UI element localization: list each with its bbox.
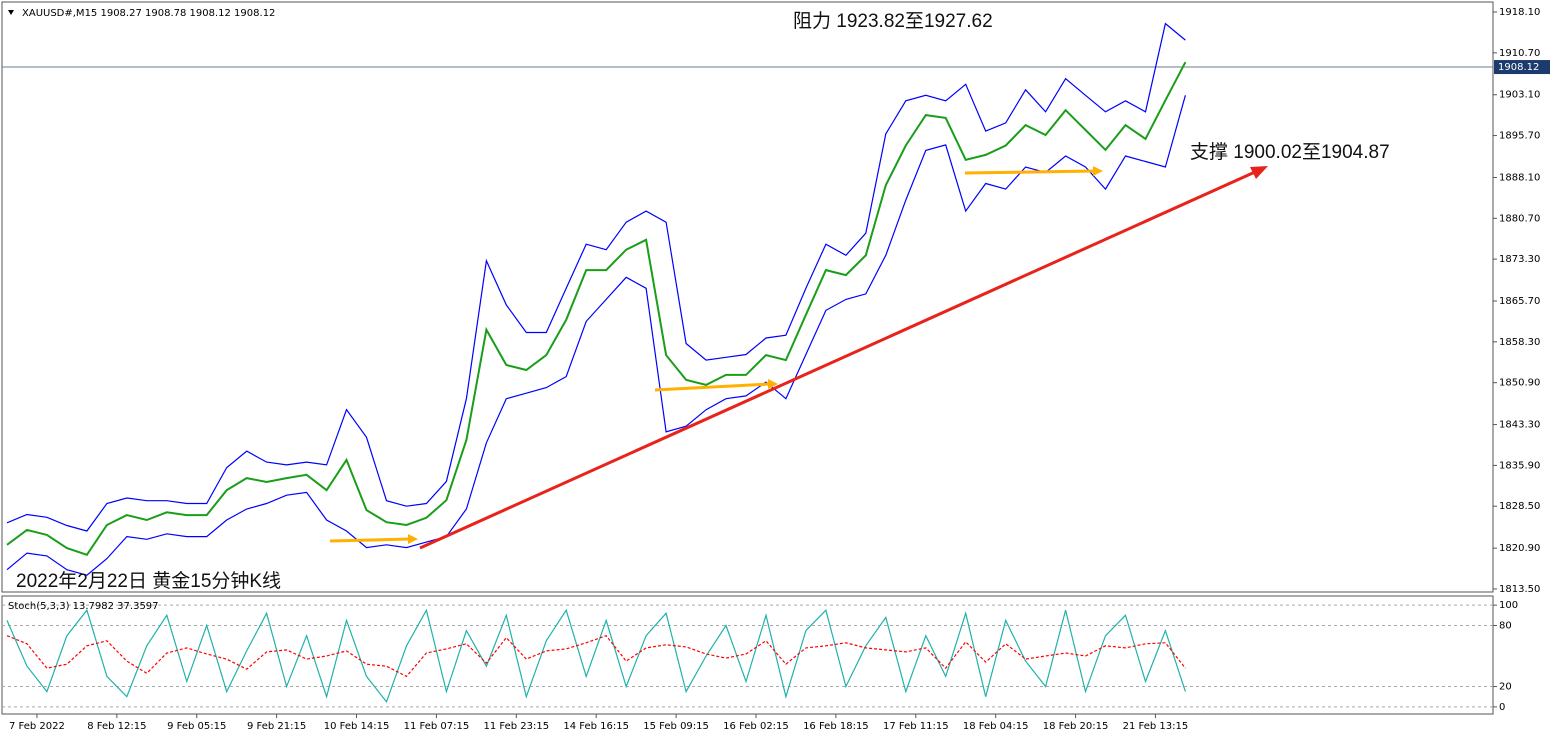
y-tick-label: 1903.10 — [1499, 90, 1540, 101]
x-tick-label: 16 Feb 18:15 — [803, 721, 869, 732]
arrow-head — [768, 379, 778, 389]
series-line — [6, 634, 1186, 678]
y-tick-label: 1820.90 — [1499, 543, 1540, 554]
y-tick-label: 1835.90 — [1499, 460, 1540, 471]
y-tick-label: 1850.90 — [1499, 378, 1540, 389]
x-tick-label: 16 Feb 02:15 — [723, 721, 789, 732]
symbol-header: XAUUSD#,M15 1908.27 1908.78 1908.12 1908… — [22, 8, 275, 19]
x-tick-label: 9 Feb 21:15 — [247, 721, 306, 732]
main-panel — [2, 22, 1493, 576]
y-tick-label: 1873.30 — [1499, 254, 1540, 265]
support-note: 支撑 1900.02至1904.87 — [1190, 141, 1390, 163]
resistance-note: 阻力 1923.82至1927.62 — [793, 10, 993, 32]
y-tick-label: 1858.30 — [1499, 337, 1540, 348]
series-line — [6, 22, 1186, 532]
x-tick-label: 9 Feb 05:15 — [167, 721, 226, 732]
series-line — [6, 608, 1186, 704]
arrow-head — [408, 534, 418, 544]
arrow-head — [1250, 166, 1268, 179]
stoch-panel-frame — [1, 595, 1494, 715]
y-tick-label: 1888.10 — [1499, 172, 1540, 183]
y-tick-label: 100 — [1499, 600, 1518, 611]
y-tick-label: 1880.70 — [1499, 213, 1540, 224]
x-tick-label: 11 Feb 07:15 — [404, 721, 470, 732]
x-tick-label: 8 Feb 12:15 — [87, 721, 146, 732]
support-line — [329, 537, 411, 543]
stoch-title: Stoch(5,3,3) 13.7982 37.3597 — [8, 601, 159, 612]
x-tick-label: 15 Feb 09:15 — [643, 721, 709, 732]
trend-arrow — [419, 166, 1268, 550]
y-tick-label: 1843.30 — [1499, 420, 1540, 431]
y-tick-label: 1918.10 — [1499, 7, 1540, 18]
trend-line — [419, 170, 1256, 550]
main-panel-frame — [1, 1, 1494, 593]
support-arrows — [329, 169, 1096, 543]
current-price-label: 1908.12 — [1498, 62, 1539, 73]
y-tick-label: 1813.50 — [1499, 584, 1540, 595]
series-line — [6, 95, 1186, 576]
menu-triangle — [8, 10, 14, 15]
x-tick-label: 7 Feb 2022 — [9, 721, 65, 732]
x-tick-label: 17 Feb 11:15 — [883, 721, 949, 732]
y-tick-label: 0 — [1499, 702, 1505, 713]
support-line — [654, 382, 771, 392]
current-price-box — [1494, 60, 1550, 75]
series-line — [6, 61, 1187, 556]
support-arrow-heads — [408, 166, 1103, 544]
y-tick-label: 20 — [1499, 682, 1512, 693]
stoch-panel — [2, 604, 1493, 708]
y-tick-label: 1910.70 — [1499, 48, 1540, 59]
x-tick-label: 18 Feb 04:15 — [963, 721, 1029, 732]
x-tick-label: 21 Feb 13:15 — [1123, 721, 1189, 732]
y-tick-label: 1865.70 — [1499, 296, 1540, 307]
y-tick-label: 1828.50 — [1499, 501, 1540, 512]
y-tick-label: 1895.70 — [1499, 131, 1540, 142]
y-tick-label: 80 — [1499, 620, 1512, 631]
x-tick-label: 11 Feb 23:15 — [484, 721, 550, 732]
x-tick-label: 14 Feb 16:15 — [563, 721, 629, 732]
support-line — [964, 169, 1096, 175]
arrow-head — [1093, 166, 1103, 176]
x-tick-label: 10 Feb 14:15 — [324, 721, 390, 732]
chart-caption: 2022年2月22日 黄金15分钟K线 — [16, 570, 281, 592]
x-tick-label: 18 Feb 20:15 — [1043, 721, 1109, 732]
